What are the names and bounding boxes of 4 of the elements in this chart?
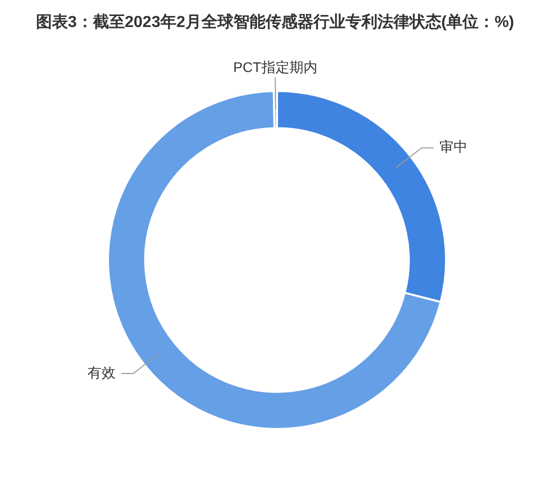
slice-label: 审中 (440, 138, 468, 155)
slice-label: 有效 (87, 364, 116, 380)
slice-label: PCT指定期内 (233, 58, 318, 75)
chart-title: 图表3：截至2023年2月全球智能传感器行业专利法律状态(单位：%) (34, 12, 516, 33)
